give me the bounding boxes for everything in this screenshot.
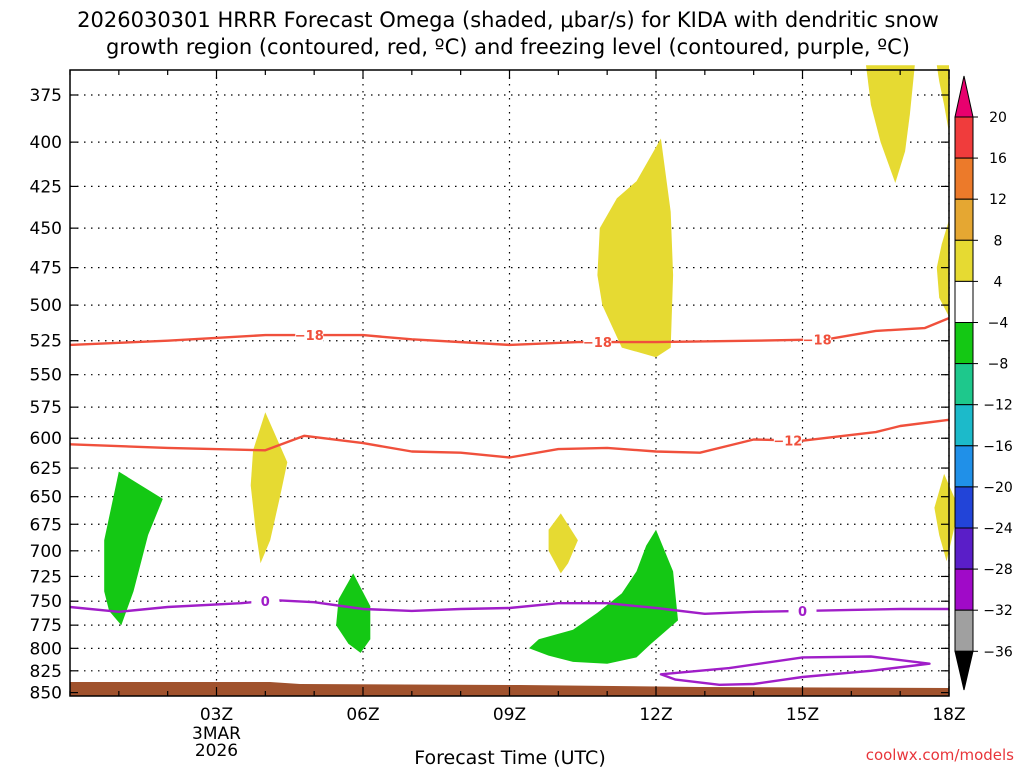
y-tick-label: 800 bbox=[30, 639, 62, 659]
y-tick-label: 425 bbox=[30, 177, 62, 197]
freezing-level-contour bbox=[659, 655, 931, 686]
colorbar-label: −16 bbox=[983, 439, 1013, 455]
omega-positive-region bbox=[548, 513, 578, 574]
contour-label-bg bbox=[295, 327, 324, 344]
colorbar-bin bbox=[954, 157, 974, 200]
contour-label-bg bbox=[583, 334, 612, 351]
colorbar-bottom-arrow bbox=[954, 650, 974, 691]
contour-label: −12 bbox=[773, 434, 802, 449]
colorbar-label: −28 bbox=[983, 562, 1013, 578]
omega-positive-region bbox=[936, 65, 949, 133]
isotherm-contour bbox=[69, 418, 950, 459]
y-tick-label: 650 bbox=[30, 488, 62, 508]
y-tick-label: 550 bbox=[30, 366, 62, 386]
colorbar-label: −4 bbox=[988, 316, 1009, 332]
colorbar-top-arrow bbox=[954, 75, 974, 118]
omega-shading-layer bbox=[104, 65, 959, 664]
colorbar-label: −8 bbox=[988, 357, 1009, 373]
y-tick-label: 600 bbox=[30, 429, 62, 449]
x-tick-label: 15Z bbox=[786, 705, 819, 725]
colorbar-label: 4 bbox=[994, 274, 1003, 290]
contour-label: −18 bbox=[803, 334, 832, 349]
contour-label: −18 bbox=[295, 329, 324, 344]
y-tick-label: 500 bbox=[30, 296, 62, 316]
colorbar-bin bbox=[954, 198, 974, 241]
plot-area bbox=[70, 70, 949, 696]
contour-label: 0 bbox=[261, 595, 270, 610]
x-tick-year: 2026 bbox=[195, 741, 238, 761]
x-tick-label: 18Z bbox=[932, 705, 965, 725]
chart-title-line2: growth region (contoured, red, ºC) and f… bbox=[106, 35, 910, 59]
x-axis-label: Forecast Time (UTC) bbox=[414, 747, 605, 768]
colorbar-bin bbox=[954, 239, 974, 282]
omega-positive-region bbox=[936, 220, 949, 317]
omega-positive-region bbox=[866, 65, 915, 183]
colorbar-label: 8 bbox=[994, 233, 1003, 249]
y-tick-label: 750 bbox=[30, 592, 62, 612]
plot-frame bbox=[69, 69, 950, 697]
colorbar-bin bbox=[954, 486, 974, 529]
y-tick-label: 525 bbox=[30, 332, 62, 352]
x-tick-label: 09Z bbox=[493, 705, 526, 725]
colorbar-bin bbox=[954, 609, 974, 652]
colorbar-bin bbox=[954, 322, 974, 365]
colorbar-label: −32 bbox=[983, 603, 1013, 619]
colorbar: 20 16 12 8 4 −4 −8 −12 −16 −20 −24 −28 −32 −36 bbox=[954, 75, 1013, 691]
contour-label-bg bbox=[773, 432, 802, 449]
omega-negative-region bbox=[529, 529, 678, 664]
colorbar-bin bbox=[954, 280, 974, 323]
contour-label: −18 bbox=[583, 336, 612, 351]
colorbar-bin bbox=[954, 116, 974, 159]
colorbar-label: 20 bbox=[989, 110, 1007, 126]
credit-text: coolwx.com/models bbox=[866, 746, 1014, 764]
omega-negative-region bbox=[104, 471, 163, 626]
y-tick-label: 450 bbox=[30, 219, 62, 239]
y-tick-label: 625 bbox=[30, 459, 62, 479]
colorbar-label: 12 bbox=[989, 192, 1007, 208]
omega-positive-region bbox=[597, 138, 674, 358]
contour-layer: −18 −18 −18 −12 0 0 bbox=[69, 316, 950, 686]
contour-label-bg bbox=[251, 593, 280, 610]
x-tick-label: 06Z bbox=[346, 705, 379, 725]
omega-negative-region bbox=[336, 573, 371, 653]
x-tick-label: 03Z bbox=[200, 705, 233, 725]
colorbar-label: 16 bbox=[989, 151, 1007, 167]
colorbar-bin bbox=[954, 568, 974, 611]
colorbar-bin bbox=[954, 527, 974, 570]
colorbar-label: −20 bbox=[983, 480, 1013, 496]
y-axis: 375 400 425 450 475 500 525 550 575 600 625 650 675 7… bbox=[30, 86, 949, 704]
isotherm-contour bbox=[69, 316, 950, 347]
omega-positive-region bbox=[934, 473, 959, 562]
y-tick-label: 375 bbox=[30, 86, 62, 106]
x-tick-label: 12Z bbox=[639, 705, 672, 725]
chart-title-line1: 2026030301 HRRR Forecast Omega (shaded, … bbox=[77, 8, 939, 32]
colorbar-bin bbox=[954, 445, 974, 488]
x-tick-date: 3MAR bbox=[192, 724, 241, 744]
colorbar-label: −12 bbox=[983, 398, 1013, 414]
y-tick-label: 575 bbox=[30, 398, 62, 418]
y-tick-label: 400 bbox=[30, 133, 62, 153]
colorbar-label: −36 bbox=[983, 644, 1013, 660]
colorbar-label: −24 bbox=[983, 521, 1013, 537]
y-tick-label: 850 bbox=[30, 684, 62, 704]
colorbar-bin bbox=[954, 363, 974, 406]
y-tick-label: 675 bbox=[30, 515, 62, 535]
y-tick-label: 775 bbox=[30, 616, 62, 636]
y-tick-label: 825 bbox=[30, 662, 62, 682]
contour-label-bg bbox=[788, 602, 817, 619]
y-tick-label: 725 bbox=[30, 567, 62, 587]
colorbar-bin bbox=[954, 404, 974, 447]
contour-label: 0 bbox=[798, 605, 807, 620]
contour-label-bg bbox=[803, 331, 832, 348]
y-tick-label: 700 bbox=[30, 542, 62, 562]
y-tick-label: 475 bbox=[30, 259, 62, 279]
